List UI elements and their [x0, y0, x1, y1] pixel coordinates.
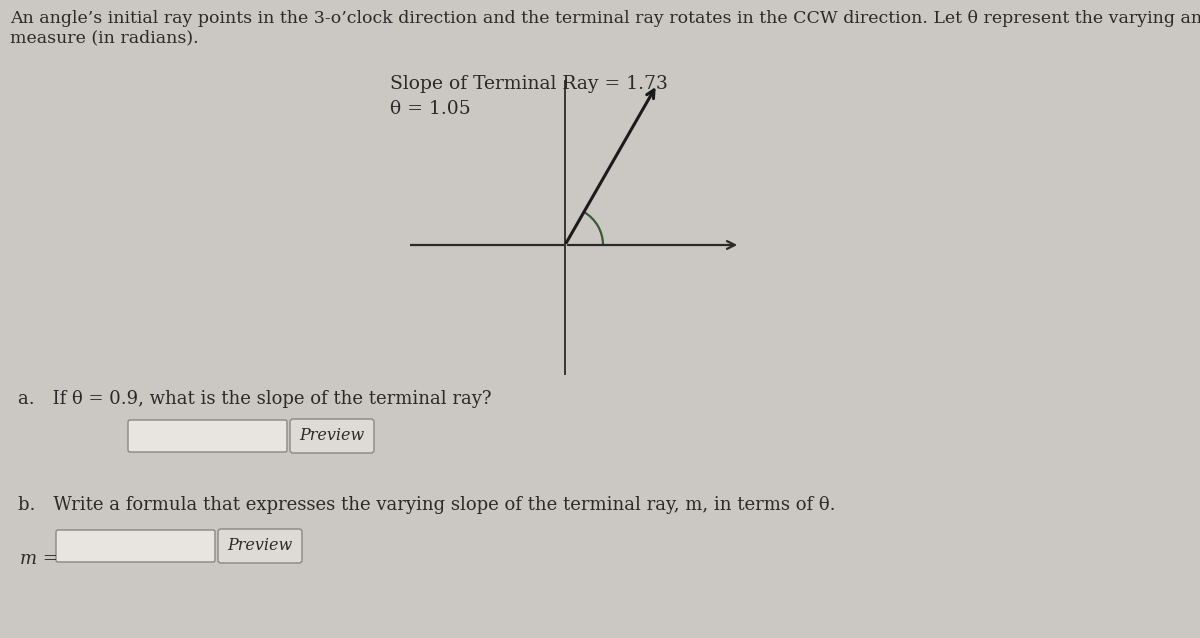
- Text: An angle’s initial ray points in the 3-o’clock direction and the terminal ray ro: An angle’s initial ray points in the 3-o…: [10, 10, 1200, 47]
- Text: a. If θ = 0.9, what is the slope of the terminal ray?: a. If θ = 0.9, what is the slope of the …: [18, 390, 492, 408]
- FancyBboxPatch shape: [218, 529, 302, 563]
- FancyBboxPatch shape: [128, 420, 287, 452]
- Text: θ = 1.05: θ = 1.05: [390, 100, 470, 118]
- Text: Preview: Preview: [299, 427, 365, 445]
- FancyBboxPatch shape: [290, 419, 374, 453]
- Text: Slope of Terminal Ray = 1.73: Slope of Terminal Ray = 1.73: [390, 75, 668, 93]
- Text: Preview: Preview: [227, 537, 293, 554]
- Text: b. Write a formula that expresses the varying slope of the terminal ray, m, in t: b. Write a formula that expresses the va…: [18, 496, 835, 514]
- Text: m =: m =: [20, 550, 58, 568]
- FancyBboxPatch shape: [56, 530, 215, 562]
